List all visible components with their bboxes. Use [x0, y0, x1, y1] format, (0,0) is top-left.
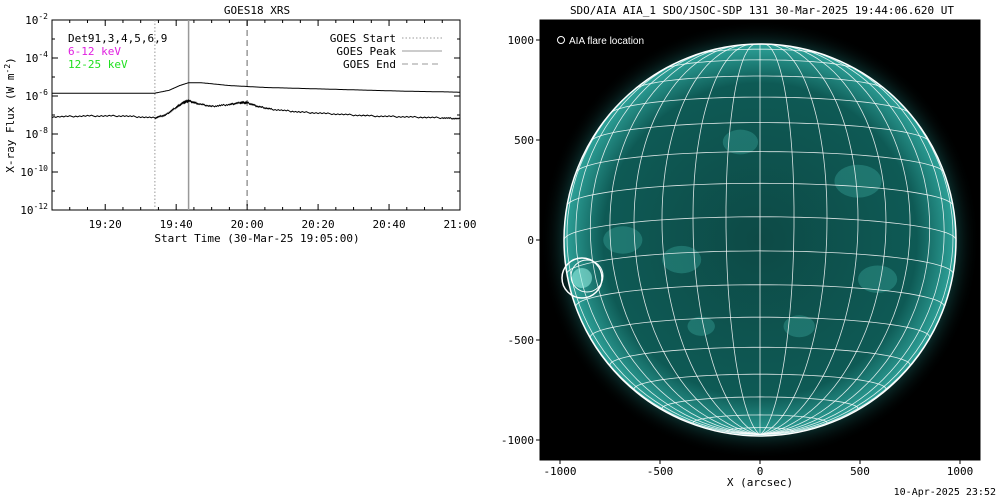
longitude-line	[759, 55, 945, 435]
map-title: SDO/AIA AIA_1 SDO/JSOC-SDP 131 30-Mar-20…	[570, 4, 954, 17]
solar-corona	[540, 20, 980, 460]
latitude-line	[575, 284, 945, 307]
latitude-line	[735, 43, 785, 46]
chart-title: GOES18 XRS	[224, 4, 290, 17]
longitude-line	[609, 46, 761, 435]
latitude-line	[609, 346, 911, 366]
bright-region	[834, 164, 882, 198]
map-y-tick-label: 1000	[508, 34, 535, 47]
legend-right-item: GOES Peak	[336, 45, 396, 58]
map-y-tick-label: -500	[508, 334, 535, 347]
longitude-line	[759, 79, 954, 435]
x-tick-label: 21:00	[443, 218, 476, 231]
longitude-line	[725, 43, 761, 435]
latitude-line	[566, 182, 954, 206]
longitude-line	[575, 55, 761, 435]
y-axis-label: X-ray Flux (W m-2)	[3, 57, 17, 173]
y-tick-label: 10-6	[25, 88, 48, 103]
legend-left-item: 6-12 keV	[68, 45, 121, 58]
solar-limb	[563, 43, 957, 437]
bright-region	[662, 245, 702, 274]
series-short	[51, 99, 461, 120]
map-y-tick-label: 500	[514, 134, 534, 147]
legend-left-item: Det91,3,4,5,6,9	[68, 32, 167, 45]
longitude-line	[759, 44, 887, 435]
bright-region	[722, 129, 759, 155]
longitude-line	[633, 44, 761, 435]
longitude-line	[759, 44, 859, 435]
x-tick-label: 19:40	[160, 218, 193, 231]
longitude-line	[759, 43, 795, 435]
longitude-line	[759, 46, 911, 435]
longitude-line	[661, 44, 761, 435]
latitude-line	[566, 250, 954, 274]
y-tick-label: 10-12	[20, 202, 48, 217]
longitude-line	[589, 48, 761, 435]
latitude-line	[563, 216, 957, 241]
latitude-line	[692, 414, 828, 423]
latitude-line	[590, 122, 930, 141]
longitude-line	[566, 79, 761, 435]
map-x-axis-label: X (arcsec)	[727, 476, 793, 489]
map-x-tick-label: -1000	[543, 465, 576, 478]
bright-region	[858, 265, 898, 293]
flare-legend-symbol	[557, 36, 565, 44]
flare-location-circle	[561, 257, 603, 299]
flare-brightening	[572, 268, 592, 288]
longitude-line	[759, 44, 828, 435]
y-axis-label-exponent: -2	[3, 64, 12, 74]
legend-left-item: 12-25 keV	[68, 58, 128, 71]
goes-xrs-chart: GOES18 XRS 19:20 19:40 20:00 20:20 20:40 21:0…	[3, 4, 477, 245]
map-x-tick-label: -500	[647, 465, 674, 478]
y-tick-label: 10-10	[20, 164, 48, 179]
latitude-line	[725, 427, 795, 432]
flare-location-circle-inner	[570, 259, 604, 293]
longitude-line	[692, 44, 761, 435]
map-x-tick-label: 500	[850, 465, 870, 478]
y-tick-label: 10-8	[25, 126, 48, 141]
latitude-line	[575, 151, 945, 173]
map-x-tick-label: 0	[757, 465, 764, 478]
latitude-line	[633, 373, 887, 390]
x-tick-label: 20:20	[302, 218, 335, 231]
map-legend: AIA flare location	[557, 36, 644, 47]
solar-disk	[564, 44, 956, 436]
legend-right-item: GOES End	[343, 58, 396, 71]
x-axis-label: Start Time (30-Mar-25 19:05:00)	[154, 232, 359, 245]
bright-region	[687, 316, 715, 336]
map-x-tick-label: 1000	[947, 465, 974, 478]
bright-region	[783, 315, 815, 338]
latitude-line	[635, 75, 885, 89]
latitude-line	[661, 396, 859, 409]
x-tick-label: 20:40	[372, 218, 405, 231]
map-y-tick-label: -1000	[501, 434, 534, 447]
generated-timestamp: 10-Apr-2025 23:52	[893, 487, 996, 498]
map-frame	[539, 19, 981, 461]
flare-legend-label: AIA flare location	[569, 36, 644, 47]
latitude-line	[663, 59, 857, 70]
latitude-line	[697, 48, 823, 55]
y-tick-label: 10-4	[25, 50, 48, 65]
longitude-line	[759, 48, 931, 435]
y-tick-label: 10-2	[25, 12, 48, 27]
longitude-line	[759, 239, 957, 435]
x-tick-label: 20:00	[231, 218, 264, 231]
x-tick-label: 19:20	[89, 218, 122, 231]
series-long	[52, 82, 460, 94]
latitude-line	[589, 316, 931, 338]
map-y-tick-label: 0	[527, 234, 534, 247]
bright-region	[603, 226, 643, 254]
longitude-line	[563, 239, 761, 435]
latitude-line	[610, 96, 910, 114]
legend-right-item: GOES Start	[330, 32, 396, 45]
